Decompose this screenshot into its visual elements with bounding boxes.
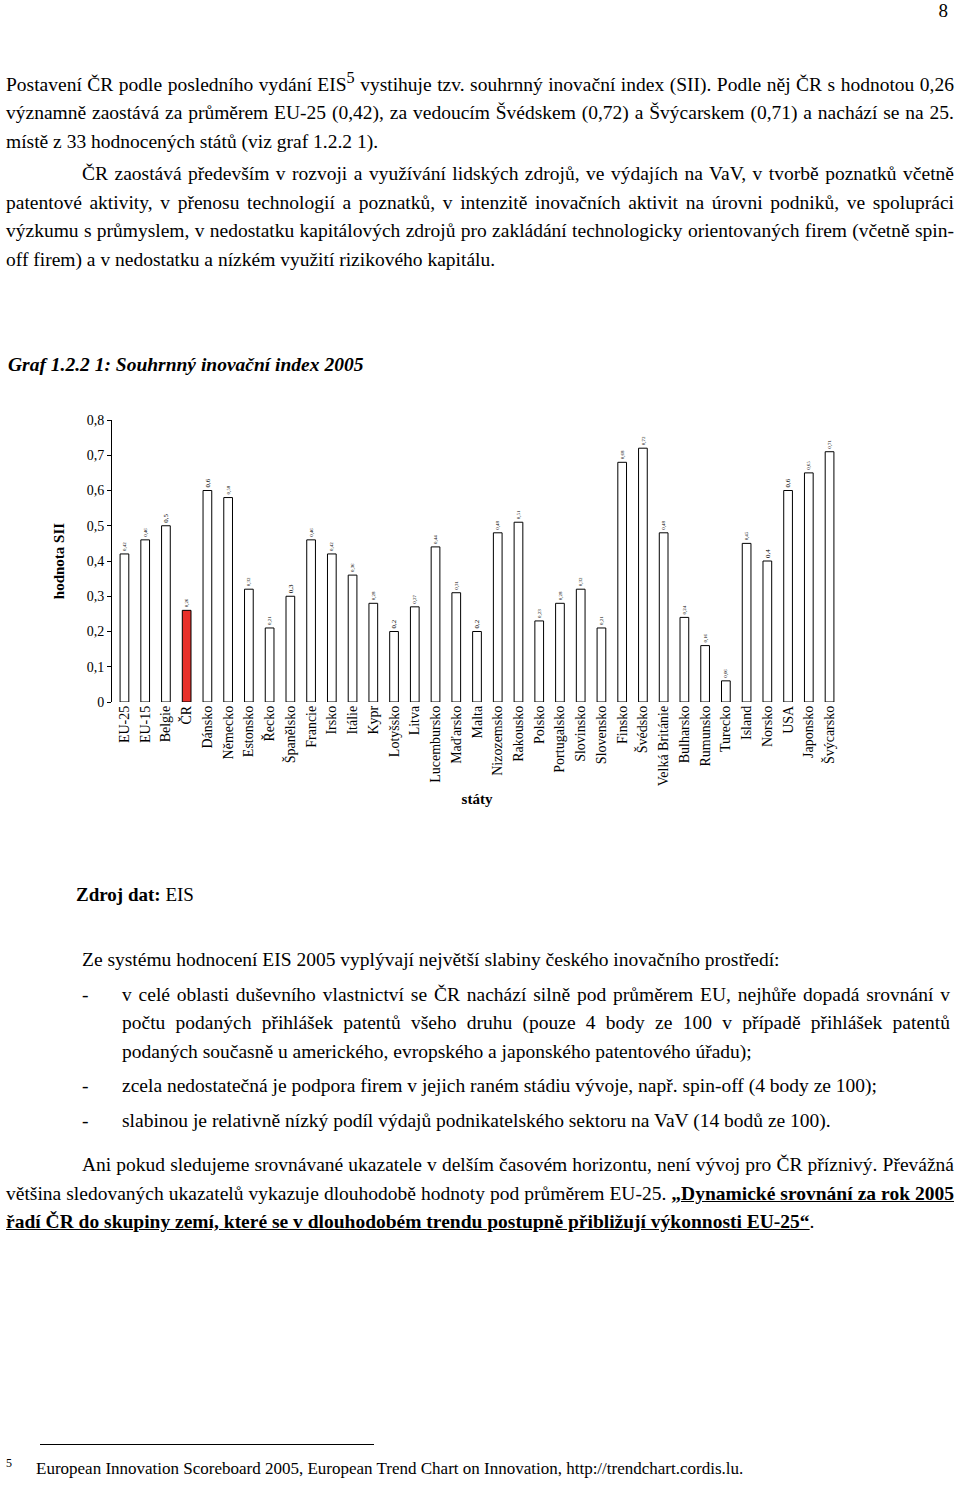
svg-text:Slovensko: Slovensko — [594, 706, 609, 764]
svg-text:0,6: 0,6 — [204, 478, 212, 487]
svg-text:0,8: 0,8 — [87, 413, 105, 428]
svg-text:0,42: 0,42 — [122, 542, 128, 551]
svg-text:Bulharsko: Bulharsko — [677, 706, 692, 764]
svg-text:0,26: 0,26 — [184, 598, 190, 607]
svg-text:Estonsko: Estonsko — [241, 706, 256, 757]
svg-text:Island: Island — [739, 706, 754, 740]
svg-text:EU-15: EU-15 — [138, 706, 153, 743]
svg-text:Norsko: Norsko — [760, 706, 775, 747]
svg-text:0,31: 0,31 — [454, 581, 460, 590]
svg-text:0: 0 — [97, 695, 104, 710]
html-text:v celé oblasti duševního vlast: v celé oblasti duševního vlastnictví se … — [122, 983, 950, 1062]
svg-text:0,5: 0,5 — [162, 514, 170, 523]
svg-text:Portugalsko: Portugalsko — [553, 706, 568, 773]
html-text:5: 5 — [6, 1456, 12, 1470]
svg-text:0,21: 0,21 — [599, 616, 605, 625]
svg-text:0,16: 0,16 — [703, 633, 709, 642]
svg-text:0,1: 0,1 — [87, 660, 105, 675]
svg-text:0,72: 0,72 — [641, 436, 647, 445]
svg-text:0,48: 0,48 — [495, 521, 501, 530]
svg-text:Slovinsko: Slovinsko — [573, 706, 588, 762]
svg-text:USA: USA — [781, 705, 796, 734]
svg-text:0,3: 0,3 — [87, 589, 105, 604]
svg-text:0,51: 0,51 — [516, 510, 522, 519]
svg-text:státy: státy — [462, 791, 493, 807]
svg-text:Švédsko: Švédsko — [634, 706, 650, 753]
svg-text:Itálie: Itálie — [345, 706, 360, 735]
html-text:European Innovation Scoreboard: European Innovation Scoreboard 2005, Eur… — [36, 1458, 744, 1478]
svg-text:Turecko: Turecko — [718, 706, 733, 752]
svg-text:Rakousko: Rakousko — [511, 706, 526, 762]
svg-text:ČR: ČR — [178, 705, 194, 724]
svg-text:Francie: Francie — [304, 706, 319, 748]
svg-text:Malta: Malta — [470, 705, 485, 738]
svg-text:Nizozemsko: Nizozemsko — [490, 706, 505, 776]
svg-text:Irsko: Irsko — [324, 706, 339, 735]
svg-text:0,6: 0,6 — [784, 478, 792, 487]
svg-text:0,42: 0,42 — [329, 542, 335, 551]
svg-text:0,4: 0,4 — [87, 554, 105, 569]
svg-text:Polsko: Polsko — [532, 706, 547, 744]
svg-text:0,45: 0,45 — [744, 531, 750, 540]
svg-text:0,21: 0,21 — [267, 616, 273, 625]
svg-text:0,6: 0,6 — [87, 483, 105, 498]
svg-text:Dánsko: Dánsko — [200, 706, 215, 749]
svg-text:Maďarsko: Maďarsko — [449, 706, 464, 764]
svg-text:0,3: 0,3 — [287, 584, 295, 593]
svg-text:0,24: 0,24 — [682, 605, 688, 614]
svg-text:Řecko: Řecko — [261, 706, 277, 742]
svg-text:0,2: 0,2 — [390, 619, 398, 628]
svg-text:0,58: 0,58 — [226, 485, 232, 494]
svg-text:Španělsko: Španělsko — [282, 706, 298, 764]
html-text:8: 8 — [938, 0, 948, 21]
svg-text:0,23: 0,23 — [537, 609, 543, 618]
svg-text:Finsko: Finsko — [615, 706, 630, 744]
svg-text:0,68: 0,68 — [620, 450, 626, 459]
svg-text:0,32: 0,32 — [578, 577, 584, 586]
svg-text:0,36: 0,36 — [350, 563, 356, 572]
svg-text:0,2: 0,2 — [473, 619, 481, 628]
svg-text:Japonsko: Japonsko — [801, 706, 816, 758]
svg-text:Švýcarsko: Švýcarsko — [821, 706, 837, 764]
svg-text:0,48: 0,48 — [661, 521, 667, 530]
svg-text:0,28: 0,28 — [558, 591, 564, 600]
svg-text:0,44: 0,44 — [433, 535, 439, 544]
svg-text:hodnota SII: hodnota SII — [51, 523, 67, 599]
svg-text:Lotyšsko: Lotyšsko — [387, 706, 402, 757]
svg-text:Německo: Německo — [221, 706, 236, 760]
svg-text:0,46: 0,46 — [309, 528, 315, 537]
html-text:Ani pokud sledujeme srovnávané: Ani pokud sledujeme srovnávané ukazatele… — [6, 1154, 954, 1232]
svg-text:Rumunsko: Rumunsko — [698, 706, 713, 767]
svg-text:Kypr: Kypr — [366, 705, 381, 734]
svg-text:Velká Británie: Velká Británie — [656, 706, 671, 786]
svg-text:0,4: 0,4 — [764, 549, 772, 558]
html-text:Ze systému hodnocení EIS 2005: Ze systému hodnocení EIS 2005 vyplývají … — [82, 949, 780, 970]
html-text:ČR zaostává především v rozvoj: ČR zaostává především v rozvoji a využív… — [6, 163, 954, 270]
svg-text:Lucembursko: Lucembursko — [428, 706, 443, 783]
svg-text:0,32: 0,32 — [246, 577, 252, 586]
svg-text:0,65: 0,65 — [806, 461, 812, 470]
svg-text:0,71: 0,71 — [827, 440, 833, 449]
html-text:zcela nedostatečná je podpora: zcela nedostatečná je podpora firem v je… — [122, 1075, 877, 1096]
html-text:Graf 1.2.2 1: Souhrnný inovačn: Graf 1.2.2 1: Souhrnný inovační index 20… — [8, 354, 364, 375]
svg-text:Litva: Litva — [407, 705, 422, 735]
html-text:Zdroj dat: EIS: Zdroj dat: EIS — [76, 884, 194, 905]
svg-text:EU-25: EU-25 — [117, 706, 132, 743]
svg-text:0,06: 0,06 — [723, 669, 729, 678]
svg-text:0,5: 0,5 — [87, 519, 105, 534]
html-text:slabinou je relativně nízký po: slabinou je relativně nízký podíl výdajů… — [122, 1109, 831, 1131]
html-text:Postavení ČR podle posledního: Postavení ČR podle posledního vydání EIS… — [6, 69, 954, 152]
svg-text:0,28: 0,28 — [371, 591, 377, 600]
svg-text:0,2: 0,2 — [87, 624, 105, 639]
svg-text:0,27: 0,27 — [412, 595, 418, 604]
svg-text:Belgie: Belgie — [158, 706, 173, 743]
svg-text:0,46: 0,46 — [143, 528, 149, 537]
svg-text:0,7: 0,7 — [87, 448, 105, 463]
